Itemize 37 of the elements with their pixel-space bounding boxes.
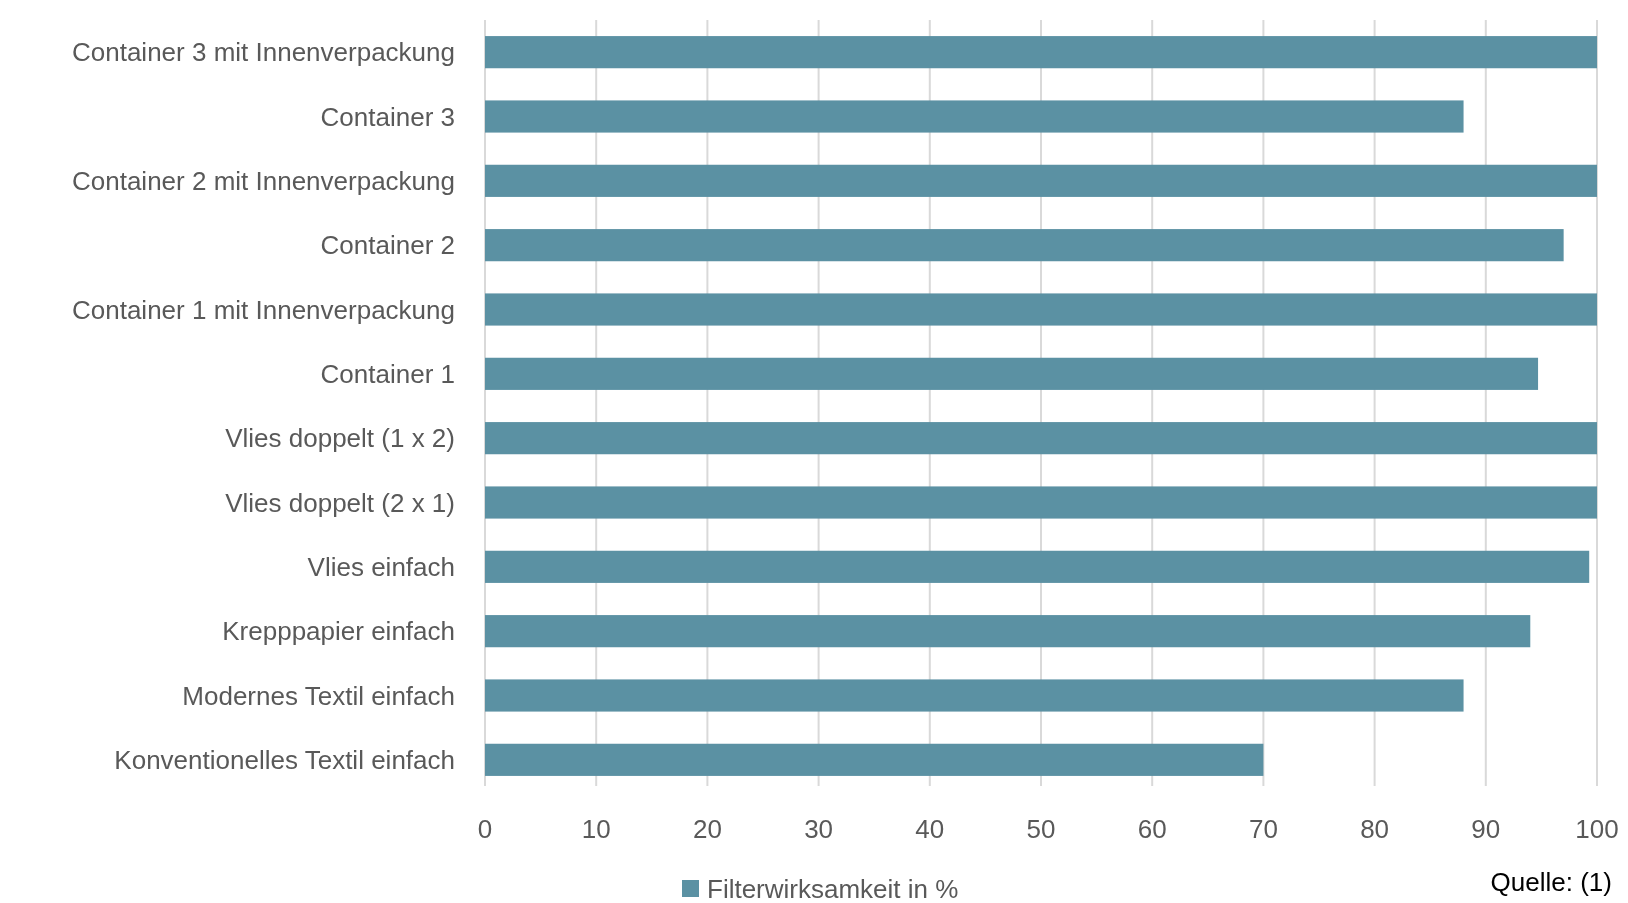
y-tick-label: Container 3: [320, 101, 455, 132]
x-tick-label: 20: [692, 814, 722, 844]
bar: [485, 164, 1597, 197]
bar: [485, 422, 1597, 455]
x-tick-label: 70: [1248, 814, 1278, 844]
x-tick-label: 10: [581, 814, 611, 844]
y-tick-label: Vlies doppelt (1 x 2): [225, 423, 455, 454]
x-tick-label: 0: [477, 814, 493, 844]
y-tick-label: Modernes Textil einfach: [182, 680, 455, 711]
y-tick-label: Container 1: [320, 358, 455, 389]
legend-label: Filterwirksamkeit in %: [707, 874, 959, 903]
x-tick-label: 100: [1575, 814, 1619, 844]
bar: [485, 486, 1597, 519]
bar: [485, 36, 1597, 69]
y-tick-label: Vlies einfach: [307, 551, 455, 582]
y-tick-label: Container 3 mit Innenverpackung: [71, 37, 455, 68]
bar: [485, 615, 1531, 648]
x-tick-label: 30: [804, 814, 834, 844]
y-tick-label: Container 2 mit Innenverpackung: [71, 165, 455, 196]
x-tick-label: 80: [1360, 814, 1390, 844]
x-tick-label: 90: [1471, 814, 1501, 844]
y-tick-label: Krepppapier einfach: [222, 616, 455, 647]
bar: [485, 679, 1464, 712]
y-tick-label: Konventionelles Textil einfach: [114, 744, 455, 775]
source-note: Quelle: (1): [1490, 867, 1612, 897]
y-tick-label: Container 2: [320, 230, 455, 261]
bar: [485, 550, 1590, 583]
bar: [485, 743, 1264, 776]
bar: [485, 229, 1564, 262]
y-tick-label: Container 1 mit Innenverpackung: [71, 294, 455, 325]
x-tick-label: 50: [1026, 814, 1056, 844]
y-tick-label: Vlies doppelt (2 x 1): [225, 487, 455, 518]
bar: [485, 100, 1464, 133]
bar: [485, 357, 1539, 390]
x-tick-label: 40: [915, 814, 945, 844]
bar: [485, 293, 1597, 326]
x-tick-label: 60: [1137, 814, 1167, 844]
